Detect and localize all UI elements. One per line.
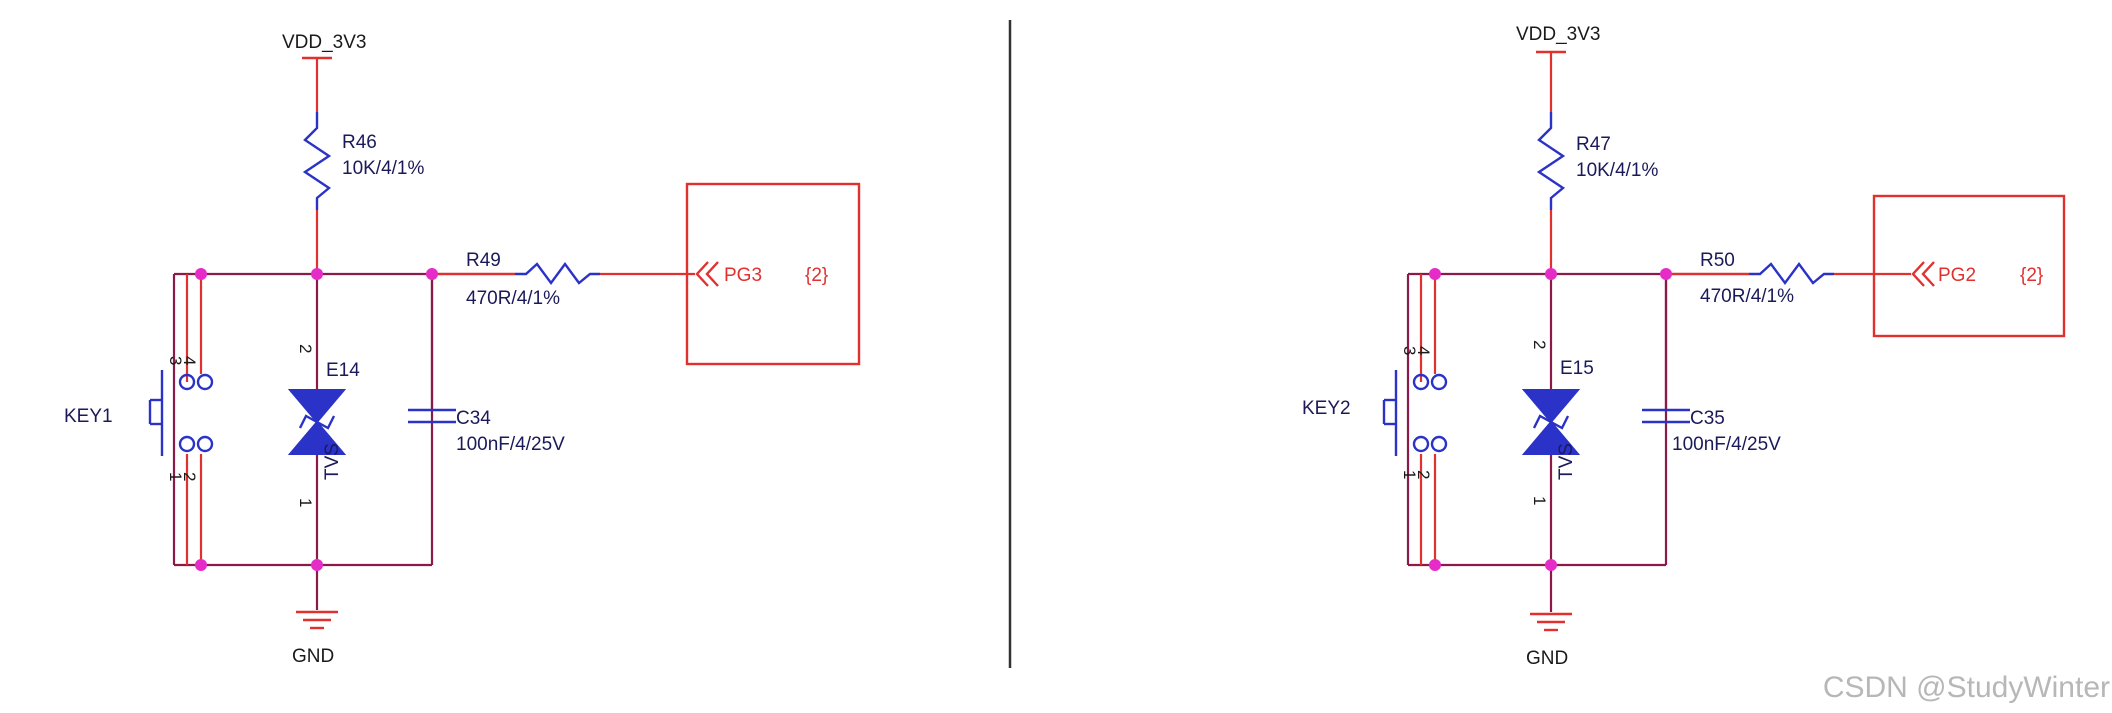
port-highlight-box [1872,194,2066,338]
tvs-diode-icon [1521,389,1581,424]
ground-label: GND [292,646,334,667]
resistor-series-symbol [1749,261,1834,286]
switch-pin-1: 1 [1400,470,1419,479]
tvs-label: TVS [322,443,343,480]
junction-dot [1545,268,1557,280]
ground-label: GND [1526,648,1568,669]
junction-dot [1660,268,1672,280]
resistor-top-symbol [1536,112,1566,210]
switch-pin-1: 1 [166,472,185,481]
tvs-pin-1: 1 [296,498,315,507]
junction-dot [426,268,438,280]
resistor-series-ref: R49 [466,250,501,271]
tvs-ref: E14 [326,360,360,381]
switch-pin-4: 4 [1414,346,1433,355]
junction-dot [1429,268,1441,280]
resistor-top-symbol [302,112,332,210]
capacitor-ref: C34 [456,408,491,429]
resistor-series-symbol [515,261,600,286]
supply-label: VDD_3V3 [1516,24,1601,45]
junction-dot [1429,559,1441,571]
port-name: PG3 [724,265,762,286]
resistor-series-value: 470R/4/1% [466,288,560,309]
resistor-series-ref: R50 [1700,250,1735,271]
watermark-text: CSDN @StudyWinter [1822,671,2110,704]
switch-pin-3: 3 [1400,346,1419,355]
resistor-series-value: 470R/4/1% [1700,286,1794,307]
capacitor-value: 100nF/4/25V [1672,434,1781,455]
switch-ref: KEY2 [1302,398,1351,419]
junction-dot [1545,559,1557,571]
tvs-pin-2: 2 [1530,340,1549,349]
port-name: PG2 [1938,265,1976,286]
tvs-ref: E15 [1560,358,1594,379]
junction-dot [195,268,207,280]
tvs-pin-2: 2 [296,344,315,353]
port-highlight-box [685,182,861,366]
capacitor-ref: C35 [1690,408,1725,429]
tvs-label: TVS [1556,443,1577,480]
switch-ref: KEY1 [64,406,113,427]
port-sheet: {2} [2020,265,2043,286]
resistor-top-ref: R47 [1576,134,1611,155]
tvs-pin-1: 1 [1530,496,1549,505]
tvs-diode-icon [287,389,347,424]
resistor-top-value: 10K/4/1% [342,158,424,179]
circuit-left: VDD_3V3 R46 10K/4/1% R49 470R/4/1% PG3 {… [64,32,861,667]
port-sheet: {2} [805,265,828,286]
port-arrow-icon [1911,261,1925,287]
switch-pin-2: 2 [1414,470,1433,479]
resistor-top-ref: R46 [342,132,377,153]
resistor-top-value: 10K/4/1% [1576,160,1658,181]
switch-pin-2: 2 [180,472,199,481]
junction-dot [311,268,323,280]
capacitor-value: 100nF/4/25V [456,434,565,455]
junction-dot [311,559,323,571]
junction-dot [195,559,207,571]
supply-label: VDD_3V3 [282,32,367,53]
switch-pin-3: 3 [166,356,185,365]
circuit-right: VDD_3V3 R47 10K/4/1% R50 470R/4/1% PG2 {… [1302,24,2066,669]
port-arrow-icon [695,261,709,287]
switch-pin-4: 4 [180,356,199,365]
